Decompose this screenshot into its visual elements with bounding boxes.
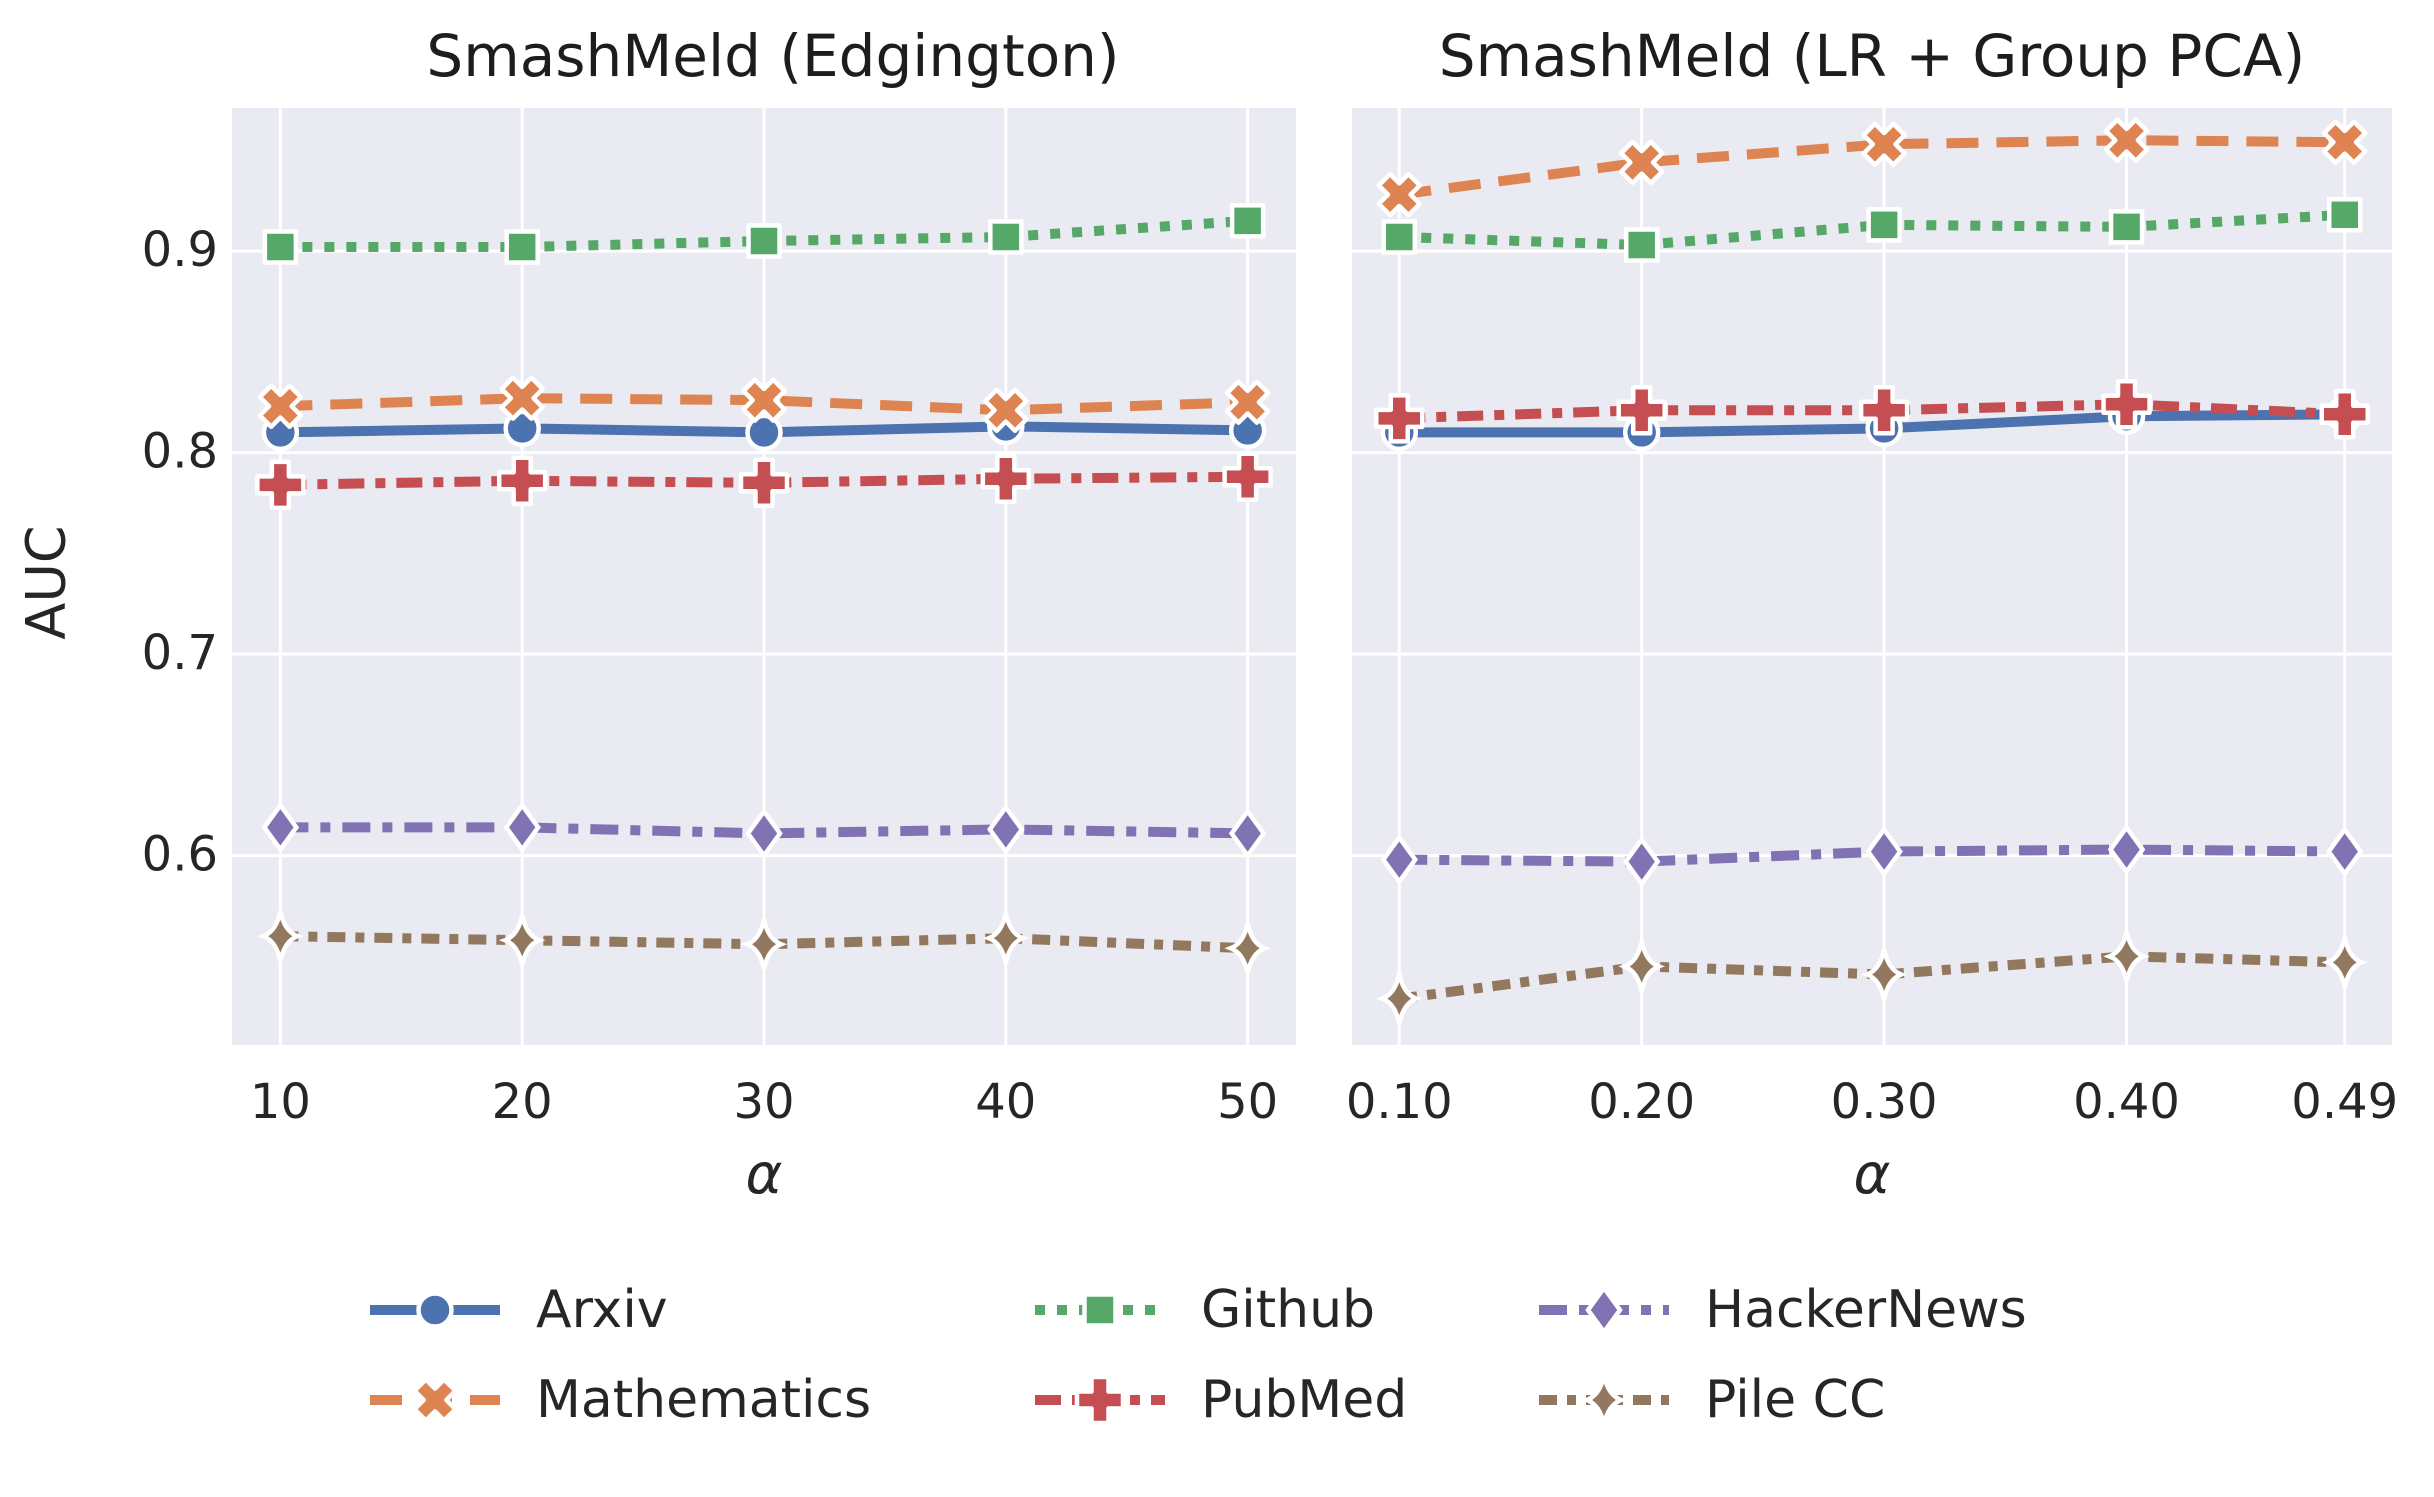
square-marker [1866,207,1902,243]
xmark-marker [2321,119,2368,166]
square-marker [1229,203,1266,239]
right-x-axis-label: α [1853,1142,1891,1207]
xmark-marker [1224,379,1271,425]
square-marker [746,223,782,259]
diamond-marker [745,807,783,860]
xmark-marker [257,383,304,429]
square-marker [262,229,299,265]
plus-marker [2319,389,2370,440]
star4-marker [257,910,304,962]
plus-marker [1858,385,1910,436]
y-tick-label: 0.8 [142,424,218,480]
star4-marker [1224,922,1271,974]
plus-marker [980,453,1032,505]
diamond-marker [2107,823,2146,876]
series-line-mathematics [280,393,1248,416]
star4-marker [498,914,546,966]
x-tick-label: 20 [492,1074,553,1130]
left-panel-title: SmashMeld (Edgington) [426,22,1120,90]
square-marker [2326,197,2363,233]
y-tick-label: 0.7 [142,625,218,681]
x-tick-label: 0.49 [2291,1074,2398,1130]
diamond-marker [1380,833,1419,886]
y-tick-label: 0.6 [142,827,218,883]
plot-area [1352,108,2392,1045]
x-tick-label: 0.30 [1831,1074,1938,1130]
circle-marker [745,413,783,452]
xmark-marker [499,375,545,421]
plus-marker [255,459,306,511]
series-line-mathematics [1398,135,2345,200]
xmark-marker [1376,171,1423,218]
x-tick-label: 40 [975,1074,1036,1130]
left-chart-panel: 10 20 30 40 50 0.6 0.7 0.8 0.9 [142,108,1296,1130]
diamond-marker [261,801,300,854]
xmark-marker [741,377,787,423]
square-marker [988,219,1024,255]
star4-marker [1618,940,1665,992]
star4-marker [2321,936,2368,988]
plus-marker [1222,451,1273,503]
square-marker [504,229,540,265]
star4-marker [2103,930,2150,982]
square-marker [1623,227,1660,263]
plus-marker [2101,378,2152,430]
diamond-marker [987,803,1025,856]
x-tick-label: 30 [733,1074,794,1130]
y-tick-label: 0.9 [142,222,218,278]
diamond-marker [503,801,541,854]
left-x-axis-label: α [745,1142,783,1207]
x-tick-label: 50 [1217,1074,1278,1130]
xmark-marker [1861,121,1907,168]
square-marker [1381,219,1418,255]
star4-marker [1860,948,1908,1000]
plus-marker [738,457,790,509]
square-marker [2108,209,2145,245]
right-chart-panel: 0.10 0.20 0.30 0.40 0.49 [1346,108,2398,1130]
diamond-marker [1865,825,1903,878]
x-tick-label: 10 [250,1074,311,1130]
xmark-marker [1618,139,1665,186]
xmark-marker [2103,117,2150,163]
plus-marker [496,455,548,507]
star4-marker [1376,973,1423,1025]
star4-marker [982,912,1030,964]
x-tick-label: 0.10 [1346,1074,1453,1130]
xmark-marker [983,387,1029,434]
series-line-github [280,215,1248,253]
plus-marker [1374,393,1425,444]
diamond-marker [2325,825,2364,878]
x-tick-label: 0.40 [2073,1074,2180,1130]
x-tick-label: 0.20 [1588,1074,1695,1130]
right-panel-title: SmashMeld (LR + Group PCA) [1438,22,2306,90]
star4-marker [740,918,788,970]
plus-marker [1616,385,1667,436]
y-axis-label: AUC [14,525,78,640]
diamond-marker [1622,835,1661,888]
diamond-marker [1228,807,1267,860]
